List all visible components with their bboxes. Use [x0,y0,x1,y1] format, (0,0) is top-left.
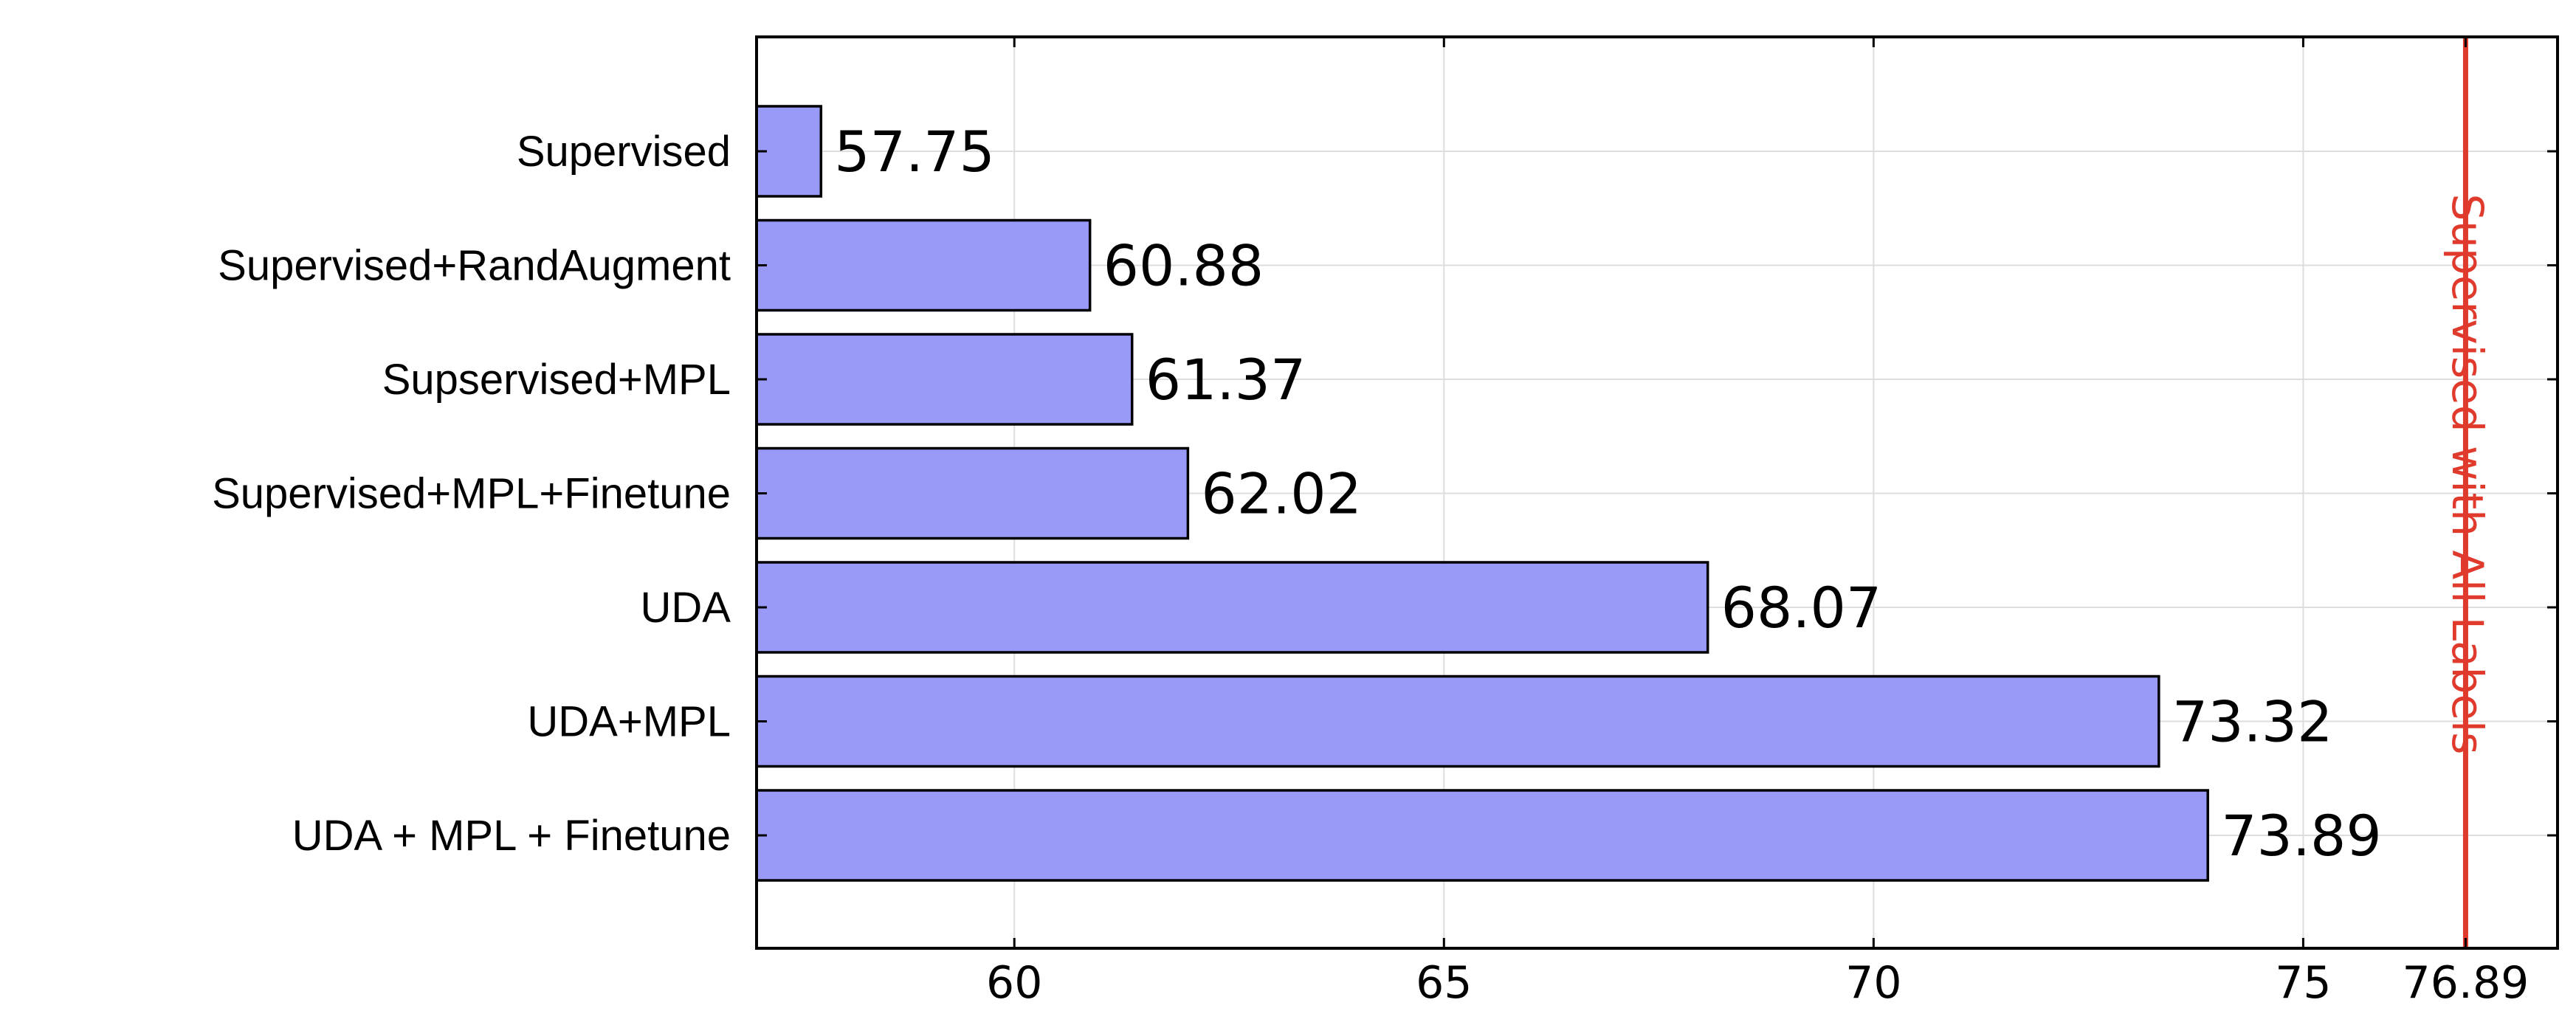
category-label: Supervised [517,128,731,176]
category-label: UDA [641,584,731,632]
bar [755,674,2160,768]
reference-line-label: Supervised with All Labels [2442,193,2493,754]
bar-value-label: 73.32 [2172,689,2333,755]
bar [755,333,1134,426]
bar-value-label: 61.37 [1146,347,1306,413]
bar-value-label: 62.02 [1201,461,1362,527]
bar [755,446,1190,540]
bar-value-label: 57.75 [834,119,995,184]
bar [755,789,2209,882]
x-tick-label: 65 [1416,957,1472,1009]
category-label: UDA+MPL [527,698,731,746]
category-label: UDA + MPL + Finetune [292,812,731,860]
bar-value-label: 73.89 [2221,803,2382,869]
bar [755,105,823,198]
x-tick-labels: 60 65 70 75 76.89 [986,957,2529,1009]
x-tick-label: 75 [2275,957,2331,1009]
category-label: Supervised+RandAugment [218,242,731,290]
category-label: Supervised+MPL+Finetune [212,470,731,518]
reference-line-group: Supervised with All Labels [2442,37,2493,948]
category-label: Supservised+MPL [382,356,731,404]
bar [755,561,1709,654]
bar-value-label: 60.88 [1103,233,1264,299]
bars: 57.75 60.88 61.37 62.02 68.07 73.32 73.89 [755,105,2382,882]
x-tick-label: 60 [986,957,1042,1009]
bar-value-label: 68.07 [1721,575,1882,641]
category-labels: Supervised Supervised+RandAugment Supservi… [212,128,731,860]
axis-ticks [757,37,2558,948]
x-tick-label: 76.89 [2403,957,2529,1009]
bar [755,218,1092,312]
x-tick-label: 70 [1845,957,1901,1009]
